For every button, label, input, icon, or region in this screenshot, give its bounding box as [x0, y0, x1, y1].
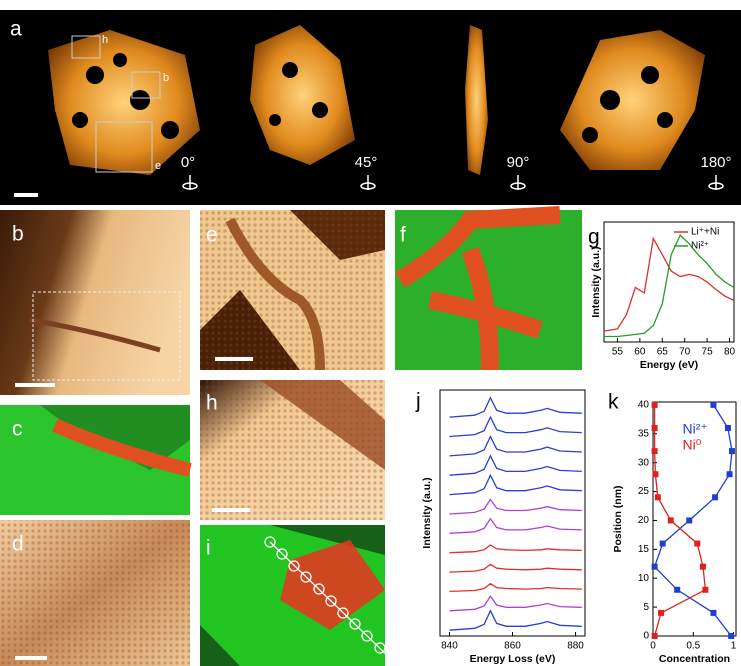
panel-label: d — [12, 533, 24, 556]
series-line — [450, 437, 582, 456]
panel-label: b — [12, 223, 24, 246]
x-tick-label: 75 — [702, 347, 714, 358]
angle-label: 0° — [181, 154, 195, 171]
y-tick-label: 10 — [638, 573, 650, 584]
legend-label: Ni²⁺ — [691, 241, 709, 252]
legend-label: Ni²⁺ — [683, 421, 708, 437]
panel-label: g — [588, 226, 600, 249]
panel-label: k — [608, 391, 619, 414]
panel-label: i — [206, 537, 211, 560]
panel-b — [0, 210, 190, 395]
marker — [655, 494, 661, 500]
series-line — [450, 545, 582, 553]
y-axis-label: Intensity (a.u.) — [421, 477, 433, 548]
marker — [694, 541, 700, 547]
panel-label: f — [400, 224, 406, 247]
marker — [710, 402, 716, 408]
y-tick-label: 25 — [638, 486, 650, 497]
x-tick-label: 1 — [731, 641, 737, 652]
marker — [652, 564, 658, 570]
x-tick-label: 60 — [634, 347, 646, 358]
panel-label: j — [415, 390, 421, 413]
y-tick-label: 20 — [638, 515, 650, 526]
marker — [702, 587, 708, 593]
angle-label: 45° — [355, 154, 378, 171]
x-tick-label: 880 — [567, 641, 584, 652]
series-line — [450, 519, 582, 534]
marker — [712, 494, 718, 500]
y-tick-label: 5 — [643, 602, 649, 613]
series-line — [450, 398, 582, 417]
x-tick-label: 840 — [441, 641, 458, 652]
x-tick-label: 70 — [679, 347, 691, 358]
scale-bar — [215, 357, 253, 361]
x-axis-label: Concentration — [659, 653, 730, 665]
plot-frame — [604, 222, 734, 342]
marker — [686, 517, 692, 523]
legend-label: Ni⁰ — [683, 437, 702, 453]
y-tick-label: 35 — [638, 428, 650, 439]
marker — [710, 610, 716, 616]
marker — [725, 425, 731, 431]
figure: a h b e 0° 45° 90° 180° b c d e f h — [0, 0, 741, 666]
x-tick-label: 55 — [612, 347, 624, 358]
x-tick-label: 860 — [504, 641, 521, 652]
panel-label: c — [12, 418, 23, 441]
x-axis-label: Energy (eV) — [640, 359, 698, 371]
marker — [729, 448, 735, 454]
y-axis-label: Position (nm) — [612, 485, 624, 552]
marker — [727, 471, 733, 477]
x-axis-label: Energy Loss (eV) — [470, 653, 556, 665]
scale-bar — [15, 383, 55, 387]
inset-label: b — [163, 72, 169, 84]
marker — [660, 541, 666, 547]
marker — [652, 425, 658, 431]
y-tick-label: 30 — [638, 457, 650, 468]
marker — [668, 517, 674, 523]
x-tick-label: 0 — [650, 641, 656, 652]
marker — [652, 448, 658, 454]
y-tick-label: 0 — [643, 631, 649, 642]
marker — [652, 633, 658, 639]
inset-label: h — [102, 34, 108, 46]
panel-label: e — [206, 224, 218, 247]
marker — [658, 610, 664, 616]
x-tick-label: 65 — [657, 347, 669, 358]
series-line — [450, 499, 582, 514]
marker — [674, 587, 680, 593]
x-tick-label: 80 — [724, 347, 736, 358]
x-tick-label: 0.5 — [686, 641, 700, 652]
series-line — [450, 596, 582, 611]
panel-label: a — [10, 18, 22, 41]
series-line — [450, 475, 582, 494]
y-axis-label: Intensity (a.u.) — [590, 246, 602, 317]
y-tick-label: 15 — [638, 544, 650, 555]
marker — [652, 471, 658, 477]
angle-label: 90° — [507, 154, 530, 171]
series-line — [604, 235, 734, 336]
panel-label: h — [206, 392, 218, 415]
marker — [652, 402, 658, 408]
scale-bar — [15, 656, 47, 660]
scale-bar — [14, 193, 38, 197]
series-line — [450, 584, 582, 592]
series-line — [450, 456, 582, 475]
legend-label: Li⁺+Ni — [691, 227, 719, 238]
y-tick-label: 40 — [638, 400, 650, 411]
series-line — [450, 564, 582, 572]
series-line — [450, 417, 582, 436]
series-line — [450, 611, 582, 630]
marker — [700, 564, 706, 570]
inset-label: e — [155, 160, 161, 172]
angle-label: 180° — [700, 154, 731, 171]
series-line — [604, 238, 734, 331]
scale-bar — [212, 508, 250, 512]
marker — [728, 633, 734, 639]
